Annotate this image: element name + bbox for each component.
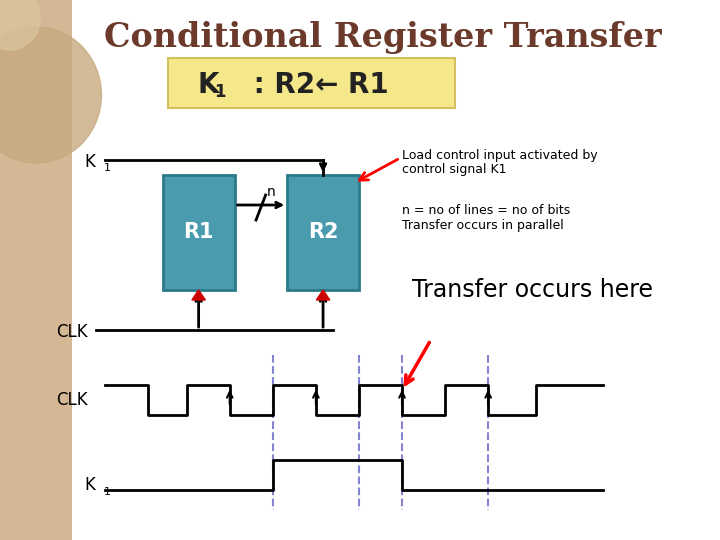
Polygon shape (316, 290, 330, 300)
Text: control signal K1: control signal K1 (402, 164, 507, 177)
Text: K: K (85, 476, 96, 494)
Bar (168, 58, 454, 108)
Text: 1: 1 (104, 163, 110, 173)
Polygon shape (192, 290, 205, 300)
Text: Transfer occurs here: Transfer occurs here (412, 278, 652, 302)
Circle shape (0, 0, 40, 50)
Text: CLK: CLK (56, 391, 88, 409)
Text: K: K (85, 153, 96, 171)
Text: Transfer occurs in parallel: Transfer occurs in parallel (402, 219, 564, 232)
Text: n = no of lines = no of bits: n = no of lines = no of bits (402, 204, 570, 217)
Text: CLK: CLK (56, 323, 88, 341)
Text: Load control input activated by: Load control input activated by (402, 148, 598, 161)
Circle shape (0, 27, 102, 163)
Text: 1: 1 (215, 83, 226, 101)
Bar (163, 175, 235, 290)
Text: R1: R1 (184, 222, 214, 242)
Text: 1: 1 (104, 487, 110, 497)
Bar (0, 0, 72, 540)
Bar (287, 175, 359, 290)
Text: : R2← R1: : R2← R1 (243, 71, 388, 99)
Text: K: K (198, 71, 220, 99)
Text: n: n (266, 185, 275, 199)
Text: Conditional Register Transfer: Conditional Register Transfer (104, 22, 662, 55)
Text: R2: R2 (308, 222, 338, 242)
